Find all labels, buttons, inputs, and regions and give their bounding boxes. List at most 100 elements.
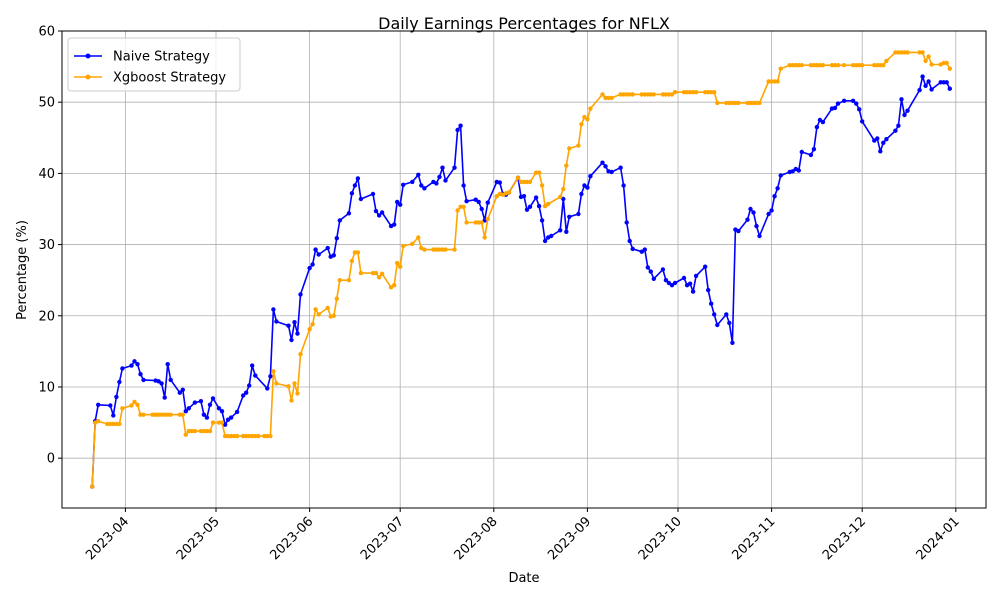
data-point: [289, 337, 294, 343]
y-tick-label: 30: [38, 238, 55, 253]
data-point: [295, 391, 300, 396]
data-point: [600, 160, 605, 165]
data-point: [875, 136, 880, 141]
data-point: [398, 202, 403, 207]
data-point: [204, 415, 210, 420]
data-point: [576, 211, 581, 217]
data-point: [926, 54, 931, 59]
data-point: [256, 433, 261, 439]
data-point: [228, 415, 234, 420]
data-point: [778, 173, 783, 178]
series-xgboost-strategy: [90, 50, 952, 489]
data-point: [944, 60, 949, 66]
data-point: [111, 413, 116, 418]
data-point: [392, 222, 397, 227]
data-point: [944, 80, 949, 85]
data-point: [452, 247, 457, 252]
data-point: [923, 58, 928, 64]
data-point: [307, 327, 312, 332]
data-point: [271, 307, 276, 312]
data-point: [401, 243, 406, 249]
data-point: [401, 182, 406, 187]
legend-box: [67, 37, 241, 92]
data-point: [621, 92, 626, 97]
data-point: [253, 373, 258, 378]
data-point: [331, 253, 336, 258]
data-point: [485, 216, 490, 222]
data-point: [920, 74, 925, 79]
data-point: [395, 260, 400, 266]
legend-marker: [85, 53, 91, 59]
data-point: [687, 281, 693, 286]
data-point: [624, 220, 629, 225]
data-point: [651, 92, 656, 97]
legend-marker: [85, 74, 91, 80]
data-point: [298, 292, 303, 297]
data-point: [893, 128, 898, 133]
data-point: [745, 217, 750, 222]
data-point: [159, 412, 164, 417]
data-point: [884, 137, 889, 142]
data-point: [286, 384, 291, 389]
data-point: [926, 79, 931, 84]
data-point: [325, 245, 330, 251]
data-point: [651, 276, 656, 281]
data-point: [216, 406, 222, 411]
data-point: [561, 186, 566, 192]
data-point: [379, 210, 385, 215]
data-point: [715, 100, 720, 106]
data-point: [189, 428, 194, 434]
data-point: [666, 280, 672, 286]
data-point: [398, 264, 403, 269]
data-point: [373, 208, 379, 214]
y-tick-label: 50: [38, 96, 55, 111]
data-point: [458, 123, 463, 128]
data-point: [286, 323, 291, 328]
data-point: [422, 247, 427, 252]
data-point: [564, 163, 569, 168]
data-point: [443, 247, 448, 252]
data-point: [461, 204, 466, 209]
data-point: [117, 421, 122, 427]
data-point: [542, 203, 548, 209]
data-point: [576, 143, 581, 148]
data-point: [192, 400, 198, 405]
y-tick-label: 10: [38, 380, 55, 395]
data-point: [346, 278, 352, 283]
data-point: [289, 398, 294, 403]
data-point: [693, 90, 699, 95]
data-point: [370, 191, 376, 197]
data-point: [775, 186, 780, 191]
data-point: [464, 199, 469, 204]
data-point: [388, 285, 394, 290]
data-point: [814, 124, 820, 130]
data-point: [162, 395, 167, 400]
data-point: [132, 399, 137, 405]
data-point: [748, 206, 753, 212]
data-point: [609, 95, 614, 101]
data-point: [621, 183, 626, 188]
data-point: [899, 97, 904, 102]
data-point: [724, 312, 729, 317]
data-point: [207, 402, 213, 407]
data-point: [135, 402, 140, 407]
data-point: [666, 92, 672, 97]
data-point: [672, 280, 678, 286]
data-point: [860, 119, 865, 124]
data-point: [881, 62, 886, 68]
data-point: [878, 149, 883, 154]
data-point: [434, 247, 439, 252]
data-point: [709, 301, 714, 306]
data-point: [609, 169, 614, 175]
data-point: [120, 406, 125, 411]
data-point: [434, 181, 439, 186]
data-point: [274, 381, 279, 386]
data-point: [479, 206, 484, 212]
data-point: [811, 147, 817, 152]
data-point: [416, 172, 421, 177]
data-point: [881, 140, 886, 145]
data-point: [648, 269, 653, 274]
x-axis-label: Date: [508, 571, 539, 586]
data-point: [141, 412, 146, 417]
